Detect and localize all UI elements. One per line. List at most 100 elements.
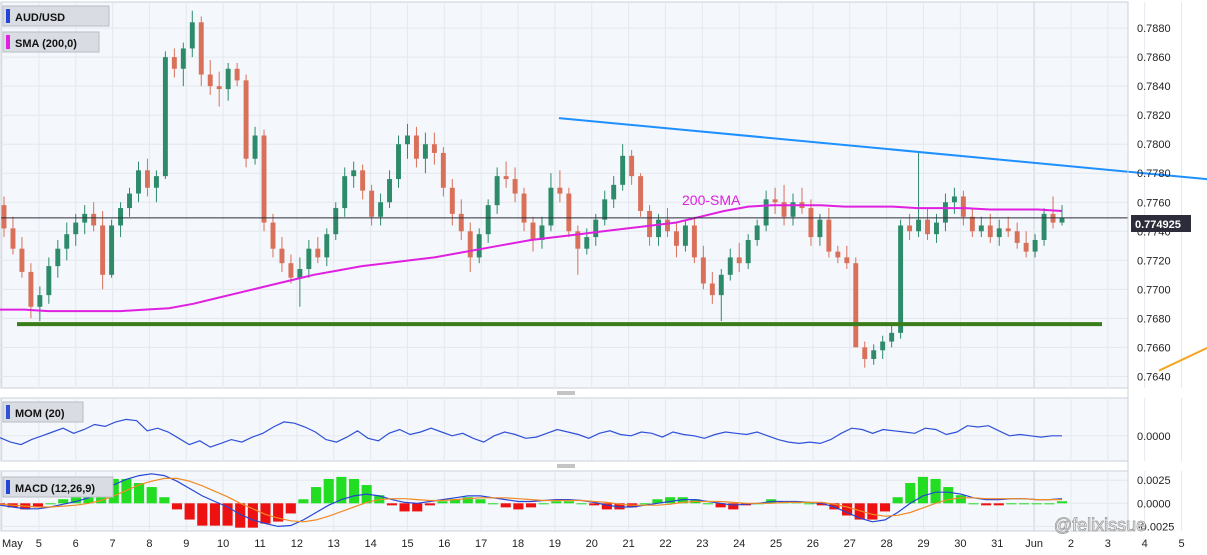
macd-histogram-bar xyxy=(665,497,676,504)
macd-histogram-bar xyxy=(829,503,840,510)
x-tick-label: 26 xyxy=(807,538,819,550)
candle-body xyxy=(28,271,34,307)
candle-body xyxy=(1,205,7,229)
candle-body xyxy=(709,283,715,296)
x-tick-label: 31 xyxy=(991,538,1003,550)
macd-panel xyxy=(0,473,1068,528)
candle-body xyxy=(925,219,930,235)
macd-histogram-bar xyxy=(715,503,726,508)
y-tick-label-mom: 0.0000 xyxy=(1137,431,1171,443)
candle-body xyxy=(584,237,590,249)
x-tick-label: 22 xyxy=(659,538,671,550)
candle-body xyxy=(144,170,150,188)
candle-body xyxy=(907,225,913,232)
candle-body xyxy=(790,202,796,217)
candle-body xyxy=(736,257,742,264)
candle-body xyxy=(754,225,760,240)
macd-histogram-bar xyxy=(804,503,815,505)
candle-body xyxy=(207,74,213,87)
candle-body xyxy=(1023,242,1029,252)
candle-body xyxy=(315,248,321,258)
macd-histogram-bar xyxy=(247,503,258,528)
panel-resize-handle-2[interactable] xyxy=(557,463,575,469)
x-tick-label: 16 xyxy=(438,538,450,550)
x-tick-label: 3 xyxy=(1105,538,1111,550)
x-tick-label: 15 xyxy=(401,538,413,550)
macd-histogram-bar xyxy=(1019,503,1030,505)
candle-body xyxy=(109,225,115,275)
candle-body xyxy=(342,176,348,209)
macd-histogram-bar xyxy=(551,501,562,504)
x-tick-label: 9 xyxy=(183,538,189,550)
macd-histogram-bar xyxy=(32,503,43,508)
macd-histogram-bar xyxy=(399,503,410,512)
y-tick-label-price: 0.7840 xyxy=(1137,81,1171,93)
candle-body xyxy=(324,234,330,258)
candle-body xyxy=(656,219,661,238)
legend-mom[interactable]: MOM (20) xyxy=(2,401,84,423)
x-tick-label: 6 xyxy=(73,538,79,550)
x-tick-label: 20 xyxy=(586,538,598,550)
macd-histogram-bar xyxy=(184,503,195,520)
candle-body xyxy=(512,179,518,194)
macd-histogram-bar xyxy=(576,503,587,505)
candle-body xyxy=(396,144,401,180)
macd-histogram-bar xyxy=(917,476,928,504)
macd-histogram-bar xyxy=(854,503,865,520)
candle-body xyxy=(55,248,61,267)
watermark-text: @felixissue xyxy=(1054,515,1146,535)
candle-body xyxy=(548,187,554,226)
macd-histogram-bar xyxy=(993,503,1004,506)
macd-histogram-bar xyxy=(285,503,296,514)
x-tick-label: 4 xyxy=(1142,538,1148,550)
macd-histogram-bar xyxy=(70,495,81,504)
candle-body xyxy=(503,176,509,180)
candle-body xyxy=(727,257,733,275)
x-tick-label: 28 xyxy=(881,538,893,550)
candle-body xyxy=(136,170,141,194)
candle-body xyxy=(817,219,823,238)
macd-histogram-bar xyxy=(955,495,966,504)
candle-body xyxy=(772,199,778,203)
y-tick-label-price: 0.7880 xyxy=(1137,23,1171,35)
candle-body xyxy=(279,248,285,264)
candle-body xyxy=(942,202,948,223)
candle-body xyxy=(261,135,267,223)
candle-body xyxy=(198,22,204,75)
candle-body xyxy=(476,234,482,258)
y-tick-label-price: 0.7700 xyxy=(1137,284,1171,296)
candle-body xyxy=(996,228,1002,238)
legend-audusd[interactable]: AUD/USD xyxy=(2,5,110,27)
macd-histogram-bar xyxy=(197,503,208,526)
macd-histogram-bar xyxy=(816,503,827,506)
candle-body xyxy=(557,187,563,194)
candle-body xyxy=(1032,239,1038,252)
macd-histogram-bar xyxy=(235,503,246,528)
candle-body xyxy=(566,193,572,232)
macd-histogram-bar xyxy=(475,499,486,504)
macd-histogram-bar xyxy=(981,503,992,506)
candle-body xyxy=(64,234,70,249)
macd-line xyxy=(0,473,1063,528)
candle-body xyxy=(1041,213,1047,240)
candle-body xyxy=(189,22,195,49)
panel-resize-handle-1[interactable] xyxy=(557,390,575,396)
macd-histogram-bar xyxy=(867,503,878,520)
legend-macd[interactable]: MACD (12,26,9) xyxy=(2,476,114,498)
x-tick-label: 17 xyxy=(475,538,487,550)
x-tick-label: May xyxy=(2,538,23,550)
macd-histogram-bar xyxy=(273,503,284,522)
macd-histogram-bar xyxy=(323,478,334,504)
candle-body xyxy=(978,225,984,232)
candle-body xyxy=(969,216,975,232)
x-tick-label: 7 xyxy=(110,538,116,550)
legend-sma[interactable]: SMA (200,0) xyxy=(2,31,100,53)
macd-histogram-bar xyxy=(968,503,979,505)
candle-body xyxy=(611,184,617,200)
x-tick-label: 11 xyxy=(254,538,265,550)
candle-body xyxy=(781,202,787,217)
macd-histogram-bar xyxy=(134,483,145,504)
y-tick-label-price: 0.7860 xyxy=(1137,52,1171,64)
candle-body xyxy=(225,68,231,90)
legend-swatch-mom xyxy=(6,405,10,419)
